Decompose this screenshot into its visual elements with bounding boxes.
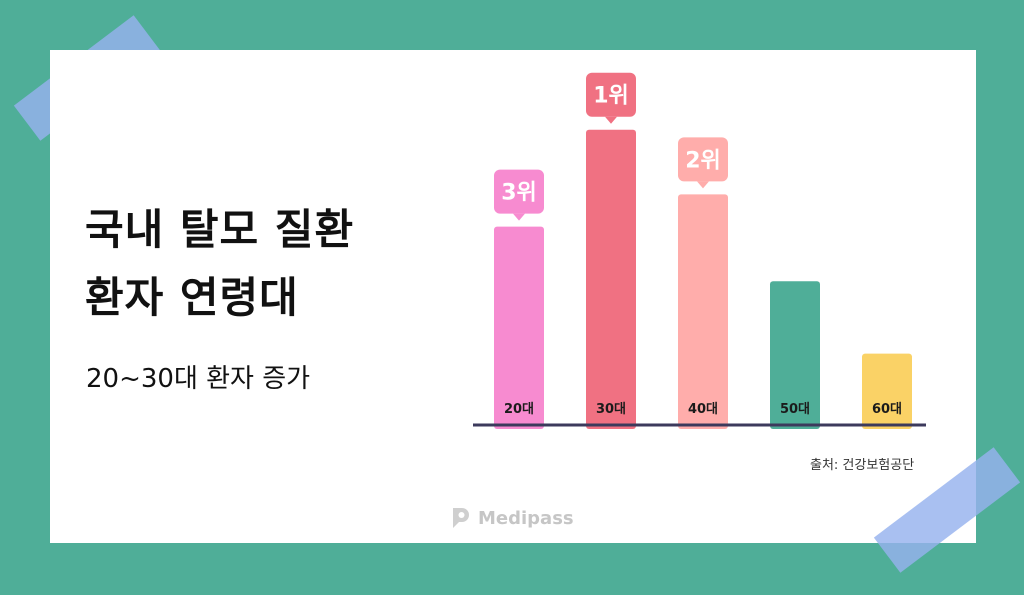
rank-badge bbox=[678, 137, 728, 182]
brand-logo: Medipass bbox=[450, 505, 574, 531]
rank-badge-pointer bbox=[605, 116, 617, 124]
bar-3 bbox=[678, 194, 728, 429]
x-tick-label: 60대 bbox=[872, 402, 902, 417]
rank-badge bbox=[494, 169, 544, 214]
title-line-2: 환자 연령대 bbox=[85, 273, 299, 322]
brand-name: Medipass bbox=[478, 507, 574, 529]
rank-badge-pointer bbox=[697, 181, 709, 189]
bar-4 bbox=[770, 281, 820, 429]
rank-badge bbox=[586, 72, 636, 117]
x-tick-label: 40대 bbox=[688, 402, 718, 417]
subtitle: 20~30대 환자 증가 bbox=[86, 364, 311, 394]
page-title: 국내 탈모 질환 환자 연령대 bbox=[85, 196, 354, 332]
rank-badge-label: 3위 bbox=[501, 181, 537, 206]
rank-badge-label: 2위 bbox=[685, 148, 721, 173]
source-note: 출처: 건강보험공단 bbox=[810, 458, 915, 473]
x-tick-label: 20대 bbox=[504, 402, 534, 417]
medipass-logo-icon bbox=[453, 508, 469, 528]
bar-1 bbox=[494, 226, 544, 429]
bar-2 bbox=[586, 129, 636, 429]
rank-badge-label: 1위 bbox=[593, 84, 629, 109]
title-line-1: 국내 탈모 질환 bbox=[85, 205, 355, 254]
x-tick-label: 50대 bbox=[780, 402, 810, 417]
x-tick-label: 30대 bbox=[596, 402, 626, 417]
bar-5 bbox=[862, 353, 912, 429]
rank-badge-pointer bbox=[513, 213, 525, 221]
